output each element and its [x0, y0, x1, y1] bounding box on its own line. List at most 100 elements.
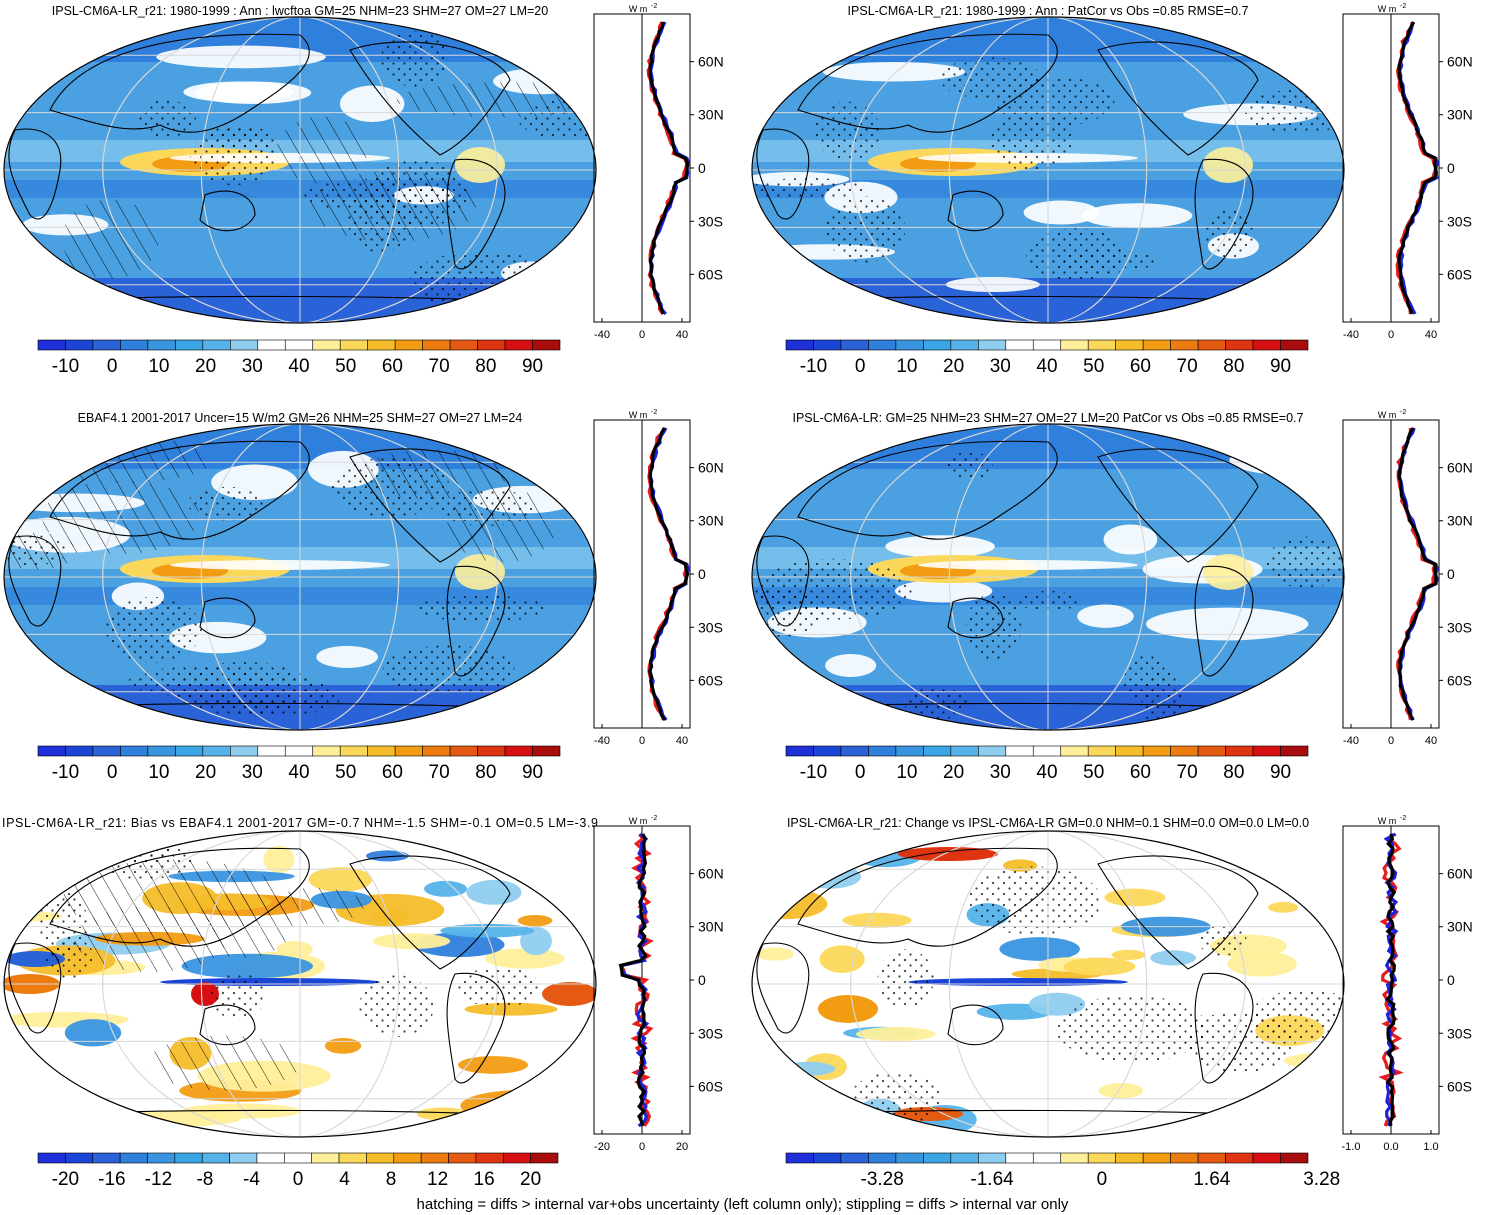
colorbar-tick: 0: [855, 356, 866, 377]
colorbar-tick: 90: [1270, 356, 1291, 377]
colorbar-tick: 0: [1097, 1169, 1108, 1190]
colorbar-swatch: [1280, 339, 1309, 351]
profile-lat-label: 30N: [1447, 919, 1473, 935]
panel-title: IPSL-CM6A-LR_r21: 1980-1999 : Ann : lwcf…: [52, 4, 548, 18]
colorbar-tick: 10: [896, 762, 917, 783]
colorbar-tick: -1.64: [970, 1169, 1014, 1190]
profile-x-tick: 0: [1388, 329, 1394, 341]
profile-curve: [1378, 832, 1404, 1127]
colorbar-swatch: [978, 339, 1007, 351]
colorbar-tick: 90: [522, 356, 543, 377]
colorbar-swatch: [448, 1152, 477, 1164]
colorbar-swatch: [65, 1152, 94, 1164]
profile-x-tick: -1.0: [1342, 1141, 1361, 1153]
colorbar-swatch: [92, 745, 121, 757]
profile-lat-label: 30S: [1447, 619, 1472, 635]
colorbar-tick: 1.64: [1193, 1169, 1230, 1190]
colorbar-swatch: [1087, 1152, 1116, 1164]
colorbar-swatch: [840, 339, 869, 351]
colorbar-swatch: [256, 1152, 285, 1164]
colorbar-swatch: [950, 1152, 979, 1164]
colorbar-swatch: [840, 1152, 869, 1164]
colorbar-swatch: [147, 1152, 176, 1164]
colorbar-swatch: [119, 1152, 148, 1164]
colorbar-tick: 30: [990, 762, 1011, 783]
profile-lat-label: 30N: [698, 919, 724, 935]
colorbar-tick: 30: [990, 356, 1011, 377]
profile-curve: [1396, 427, 1438, 721]
colorbar-swatch: [895, 339, 924, 351]
profile-x-tick: -40: [1343, 329, 1359, 341]
colorbar-swatch: [92, 339, 121, 351]
colorbar-tick: 70: [1177, 762, 1198, 783]
colorbar-tick: 50: [1083, 762, 1104, 783]
profile-x-tick: 1.0: [1423, 1141, 1438, 1153]
colorbar: -10 0 10 20 30 40 50 60 70 80 90: [785, 339, 1309, 377]
colorbar-tick: -10: [800, 762, 827, 783]
profile-unit: W m: [1378, 816, 1397, 826]
profile-unit: W m: [629, 4, 648, 14]
map-border: [751, 830, 1345, 1138]
map-border: [751, 16, 1345, 324]
colorbar-swatch: [230, 745, 259, 757]
colorbar-swatch: [37, 745, 66, 757]
profile-x-tick: 40: [1425, 329, 1437, 341]
profile-unit-exponent: -2: [1400, 815, 1406, 822]
figure-caption: hatching = diffs > internal var+obs unce…: [416, 1196, 1069, 1213]
colorbar-swatch: [532, 745, 561, 757]
profile-lat-label: 60N: [1447, 54, 1473, 70]
panel-p6: IPSL-CM6A-LR_r21: Change vs IPSL-CM6A-LR…: [751, 815, 1473, 1190]
profile-lat-label: 0: [1447, 160, 1455, 176]
profile-curve: [618, 833, 648, 1127]
colorbar-tick: 70: [429, 356, 450, 377]
profile-lat-label: 60N: [698, 54, 724, 70]
colorbar-swatch: [1142, 339, 1171, 351]
colorbar-swatch: [1032, 339, 1062, 351]
colorbar-tick: 40: [288, 762, 309, 783]
colorbar-swatch: [1280, 745, 1309, 757]
profile-lat-label: 30N: [1447, 513, 1473, 529]
colorbar-swatch: [367, 339, 396, 351]
colorbar-swatch: [950, 745, 979, 757]
colorbar-tick: 90: [522, 762, 543, 783]
profile-curve: [618, 833, 654, 1127]
colorbar: -10 0 10 20 30 40 50 60 70 80 90: [785, 745, 1309, 783]
panel-p1: IPSL-CM6A-LR_r21: 1980-1999 : Ann : lwcf…: [3, 3, 724, 377]
profile-x-tick: 40: [676, 329, 688, 341]
colorbar-tick: 80: [475, 762, 496, 783]
colorbar-swatch: [950, 339, 979, 351]
panel-p4: IPSL-CM6A-LR: GM=25 NHM=23 SHM=27 OM=27 …: [751, 409, 1473, 783]
profile-lat-label: 60S: [698, 1078, 723, 1094]
profile-lat-label: 30N: [698, 513, 724, 529]
colorbar-swatch: [895, 745, 924, 757]
colorbar-swatch: [475, 1152, 504, 1164]
profile-curve: [1385, 833, 1397, 1127]
profile-unit: W m: [629, 816, 648, 826]
colorbar-swatch: [868, 745, 897, 757]
colorbar-swatch: [257, 339, 286, 351]
panel-p5: IPSL-CM6A-LR_r21: Bias vs EBAF4.1 2001-2…: [2, 815, 724, 1190]
colorbar-swatch: [477, 339, 506, 351]
colorbar-tick: 30: [242, 356, 263, 377]
profile-curve: [646, 21, 689, 315]
colorbar-swatch: [284, 1152, 312, 1164]
profile-lat-label: 30S: [1447, 1025, 1472, 1041]
profile-lat-label: 30S: [698, 1025, 723, 1041]
profile-x-tick: -40: [594, 329, 610, 341]
colorbar-swatch: [1115, 1152, 1144, 1164]
colorbar-tick: 20: [195, 762, 216, 783]
colorbar-swatch: [923, 339, 952, 351]
profile-unit-exponent: -2: [651, 409, 657, 416]
colorbar-swatch: [1197, 745, 1226, 757]
colorbar-tick: 60: [382, 762, 403, 783]
zonal-profile: W m -2 60N 30N 0 30S 60S -40 0 40: [593, 409, 724, 747]
colorbar-tick: 90: [1270, 762, 1291, 783]
profile-unit-exponent: -2: [651, 815, 657, 822]
colorbar-tick: 70: [429, 762, 450, 783]
colorbar-swatch: [257, 745, 286, 757]
colorbar-tick: 60: [1130, 356, 1151, 377]
colorbar-tick: 40: [288, 356, 309, 377]
colorbar: -3.28 -1.64 0 1.64 3.28: [785, 1152, 1340, 1190]
colorbar-swatch: [175, 339, 204, 351]
profile-x-tick: 0: [639, 329, 645, 341]
